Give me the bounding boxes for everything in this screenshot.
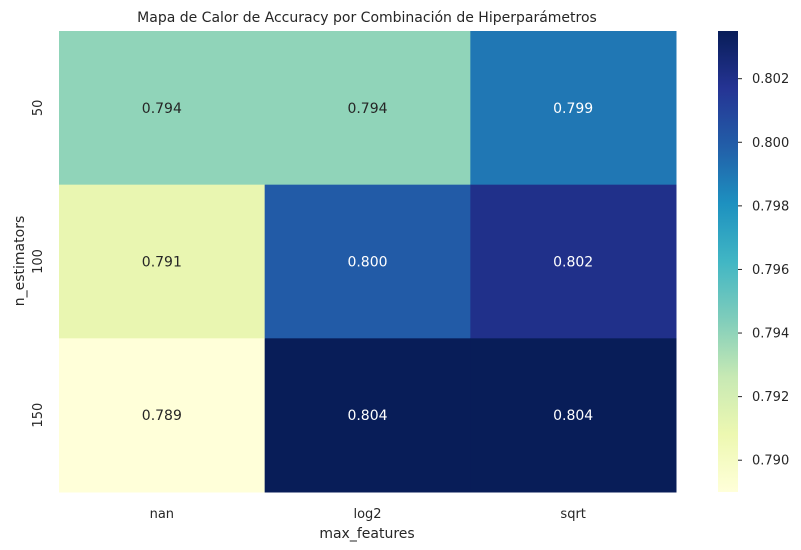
x-tick-label: nan [150,507,174,522]
colorbar-tick-label: 0.796 [752,263,789,278]
cell-value-label: 0.794 [142,101,182,117]
colorbar-tick-label: 0.798 [752,199,789,214]
colorbar-tick-label: 0.802 [752,72,789,87]
x-tick-label: log2 [353,507,381,522]
y-tick-label: 50 [31,100,46,117]
colorbar-tick-label: 0.794 [752,327,789,342]
cell-value-label: 0.804 [553,408,593,424]
colorbar-tick-label: 0.792 [752,390,789,405]
heatmap-cell [59,31,266,186]
heatmap-cell [470,184,677,339]
x-tick-label: sqrt [560,507,585,522]
cell-value-label: 0.799 [553,101,593,117]
heatmap-cell [264,31,471,186]
heatmap-cell [470,338,677,493]
x-axis-label: max_features [319,526,414,542]
y-tick-label: 150 [31,403,46,428]
heatmap-cells [59,31,677,493]
colorbar-ticks: 0.790 0.792 0.794 0.796 0.798 0.800 0.802 [738,72,789,469]
chart-title: Mapa de Calor de Accuracy por Combinació… [137,10,597,26]
colorbar-tick-label: 0.800 [752,136,789,151]
cell-value-label: 0.802 [553,255,593,271]
colorbar [718,31,738,492]
cell-value-label: 0.791 [142,255,182,271]
cell-value-label: 0.794 [347,101,387,117]
y-tick-labels: 50 100 150 [31,100,46,428]
cell-value-label: 0.789 [142,408,182,424]
y-tick-label: 100 [31,249,46,274]
cell-value-label: 0.804 [347,408,387,424]
heatmap-cell [59,338,266,493]
heatmap-cell [59,184,266,339]
heatmap-cell-labels: 0.794 0.794 0.799 0.791 0.800 0.802 0.789 0.804… [142,101,594,424]
x-tick-labels: nan log2 sqrt [150,507,586,522]
heatmap-cell [264,184,471,339]
heatmap-cell [470,31,677,186]
cell-value-label: 0.800 [347,255,387,271]
y-axis-label: n_estimators [12,216,28,306]
colorbar-tick-label: 0.790 [752,454,789,469]
heatmap-cell [264,338,471,493]
